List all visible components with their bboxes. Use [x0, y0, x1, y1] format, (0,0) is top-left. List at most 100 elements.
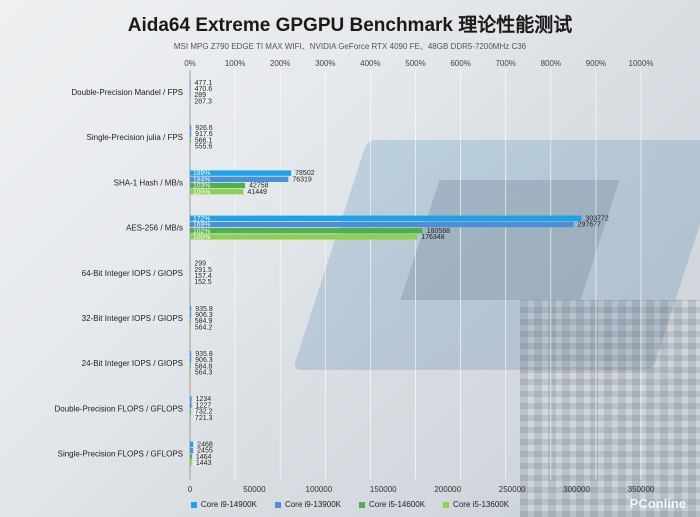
bar-value-label: 566.1 [195, 137, 213, 144]
bar-value-label: 1234 [196, 396, 212, 403]
bar-percent-label: 101% [193, 454, 210, 461]
bar [190, 318, 191, 324]
bottom-axis-tick-label: 250000 [499, 485, 526, 494]
chart-legend: Core i9-14900K Core i9-13900K Core i5-1460… [0, 500, 700, 509]
top-axis-tick-label: 500% [405, 59, 425, 68]
legend-item: Core i5-14600K [359, 500, 425, 509]
bar-value-label: 477.1 [195, 80, 213, 87]
bar-percent-label: 167% [193, 125, 210, 132]
category-label: Double-Precision FLOPS / GFLOPS [55, 404, 184, 413]
bottom-axis-tick-label: 50000 [243, 485, 266, 494]
bar-value-label: 926.6 [195, 125, 213, 132]
top-axis-tick-label: 800% [541, 59, 561, 68]
bar-value-label: 297677 [578, 222, 601, 229]
bar [190, 182, 246, 189]
bar [190, 447, 194, 454]
bar [190, 131, 192, 137]
bar-percent-label: 191% [193, 267, 210, 274]
top-axis-tick-label: 400% [360, 59, 380, 68]
top-axis-tick-label: 700% [495, 59, 515, 68]
bar [190, 86, 191, 92]
bar-value-label: 917.6 [195, 131, 213, 138]
bar [190, 228, 423, 234]
bar-value-label: 584.9 [195, 318, 213, 325]
bar-percent-label: 103% [193, 183, 210, 190]
bar-value-label: 1443 [196, 460, 212, 467]
bar [190, 306, 192, 312]
bar-percent-label: 189% [193, 170, 210, 177]
bar [190, 408, 191, 415]
legend-swatch [274, 501, 281, 508]
category-label: 32-Bit Integer IOPS / GIOPS [82, 314, 183, 323]
bar-percent-label: 100% [193, 189, 210, 196]
bar-value-label: 2455 [197, 448, 213, 455]
category-label: 64-Bit Integer IOPS / GIOPS [82, 269, 183, 278]
bar-percent-label: 100% [193, 279, 210, 286]
bar-percent-label: 104% [193, 363, 210, 370]
legend-label: Core i9-14900K [200, 500, 257, 509]
bar [190, 460, 192, 466]
category-label: 24-Bit Integer IOPS / GIOPS [82, 359, 183, 368]
bar [190, 396, 192, 402]
bar-percent-label: 161% [193, 357, 210, 364]
bar-value-label: 732.2 [195, 409, 213, 416]
category-label: Double-Precision Mandel / FPS [71, 88, 183, 97]
bar-value-label: 1227 [196, 402, 212, 409]
bar-value-label: 1464 [196, 454, 212, 461]
top-axis-tick-label: 200% [270, 59, 290, 68]
bar [190, 369, 191, 376]
bar-percent-label: 171% [193, 441, 210, 448]
bar [190, 415, 191, 421]
bar-percent-label: 170% [193, 402, 210, 409]
bar-value-label: 470.6 [195, 86, 213, 93]
top-axis-tick-label: 0% [184, 59, 196, 68]
bar-value-label: 935.8 [195, 351, 213, 358]
bar-percent-label: 166% [193, 306, 210, 313]
bar-value-label: 584.8 [195, 363, 213, 370]
bar-percent-label: 172% [193, 215, 210, 222]
top-axis-tick-label: 300% [315, 59, 335, 68]
category-label: Single-Precision julia / FPS [87, 133, 183, 142]
legend-swatch [190, 501, 197, 508]
bar-value-label: 78502 [295, 170, 315, 177]
chart-title: Aida64 Extreme GPGPU Benchmark 理论性能测试 [127, 15, 573, 36]
bar-value-label: 564.2 [195, 324, 213, 331]
bar-value-label: 152.5 [194, 279, 212, 286]
bar-value-label: 2468 [197, 441, 213, 448]
top-axis-tick-label: 600% [450, 59, 470, 68]
bar-percent-label: 166% [193, 351, 210, 358]
bar-percent-label: 184% [193, 176, 210, 183]
bar-value-label: 555.6 [195, 144, 213, 151]
bar-percent-label: 161% [193, 312, 210, 319]
bar-percent-label: 104% [193, 318, 210, 325]
legend-label: Core i5-13600K [453, 500, 510, 509]
bar-percent-label: 100% [193, 234, 210, 241]
bar-percent-label: 164% [193, 86, 210, 93]
bar-value-label: 291.5 [194, 267, 212, 274]
bar-percent-label: 102% [193, 228, 210, 235]
category-label: Single-Precision FLOPS / GFLOPS [58, 450, 183, 459]
legend-swatch [443, 501, 450, 508]
bar-percent-label: 166% [193, 80, 210, 87]
bar-percent-label: 165% [193, 131, 210, 138]
bar [190, 351, 192, 357]
bar-value-label: 299 [194, 261, 206, 268]
bar [190, 143, 191, 150]
bar [190, 215, 582, 221]
legend-item: Core i9-14900K [190, 500, 257, 509]
bar [190, 137, 191, 143]
bar [190, 454, 192, 460]
bottom-axis-tick-label: 150000 [370, 485, 397, 494]
bar [190, 324, 191, 330]
bar-percent-label: 100% [193, 460, 210, 467]
bar-value-label: 303772 [585, 215, 608, 222]
bar-value-label: 41449 [247, 189, 267, 196]
bar-value-label: 289 [194, 92, 206, 99]
pconline-watermark: PConline [629, 496, 686, 511]
bottom-axis-tick-label: 200000 [434, 485, 461, 494]
bar [190, 189, 244, 195]
bar-value-label: 180588 [427, 228, 450, 235]
bottom-axis-tick-label: 350000 [628, 485, 655, 494]
chart-subtitle: MSI MPG Z790 EDGE TI MAX WIFI、NVIDIA GeF… [173, 42, 527, 51]
bar-value-label: 935.8 [195, 306, 213, 313]
